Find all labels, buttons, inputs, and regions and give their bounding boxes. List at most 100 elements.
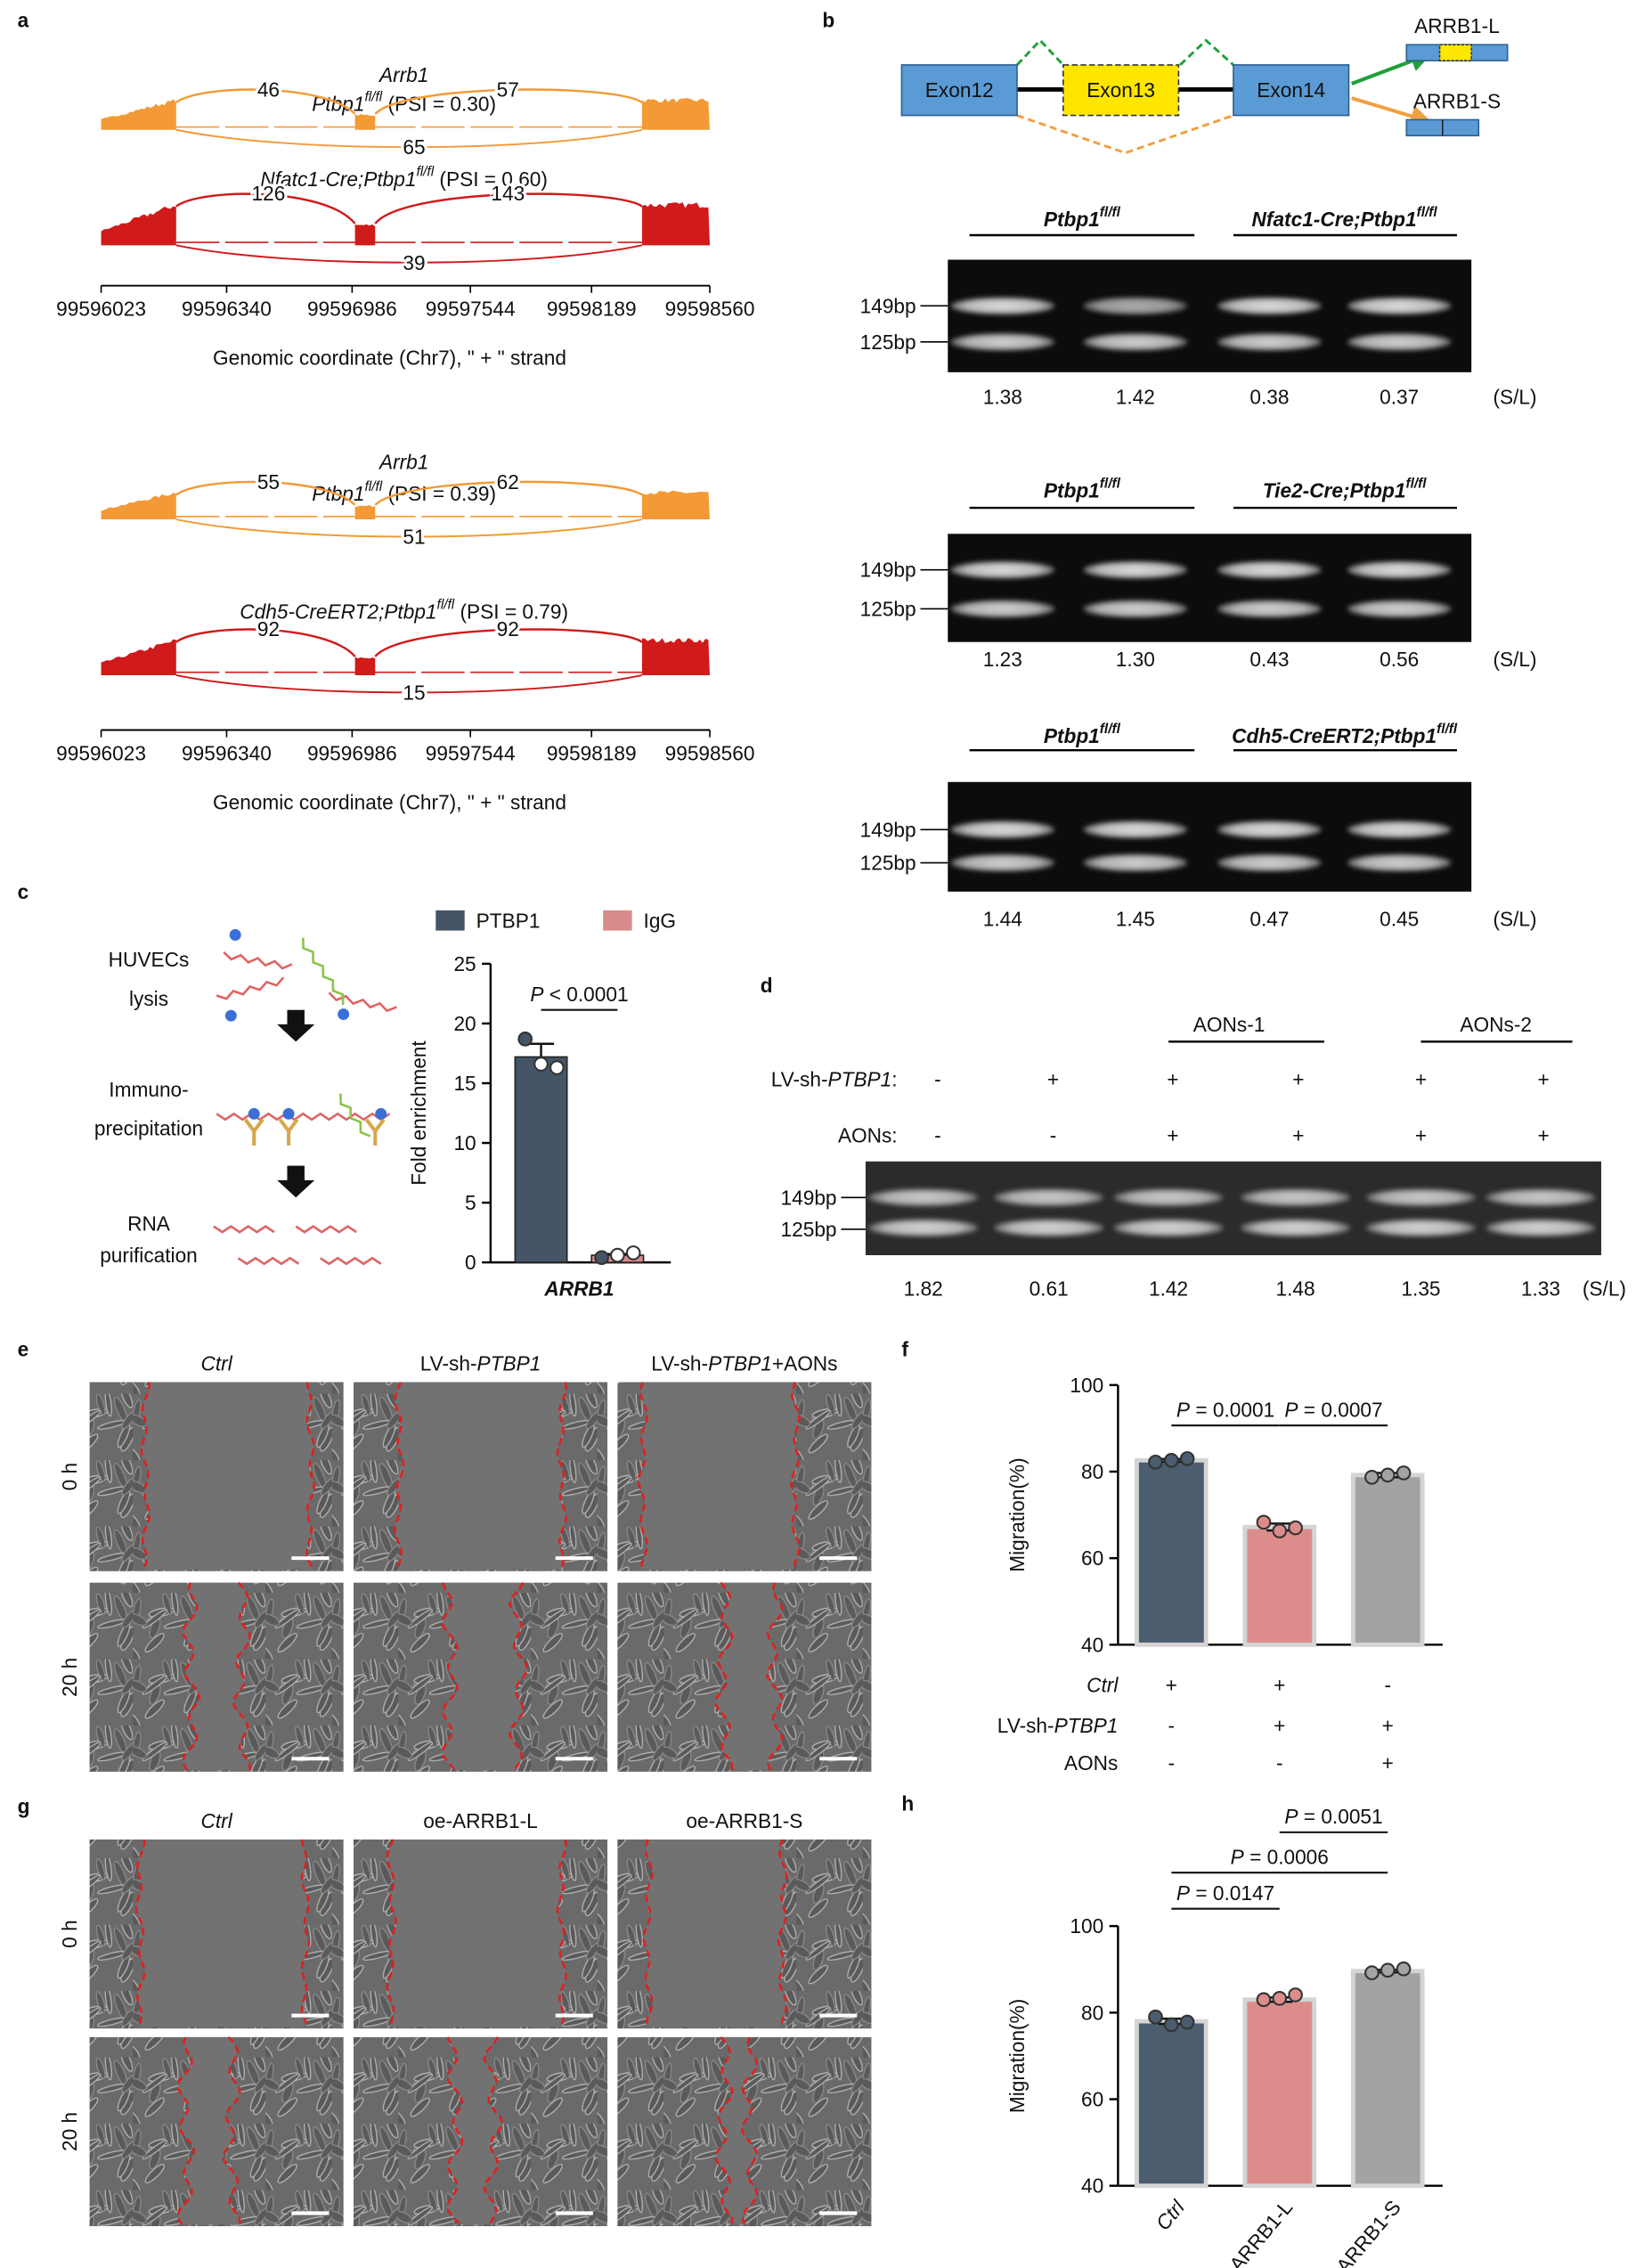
junction-count: 51 (403, 525, 425, 548)
bar (1350, 1473, 1425, 1647)
wound-area (395, 1382, 566, 1570)
isoform-label: ARRB1-S (1413, 89, 1501, 112)
exon (1233, 64, 1350, 117)
coordinate: 99597544 (426, 298, 516, 321)
junction (374, 192, 643, 224)
coverage (101, 99, 176, 130)
protein (229, 929, 241, 941)
genotype-part: fl/fl (365, 478, 383, 494)
bar (1242, 1997, 1317, 2189)
p-value-part: = 0.0147 (1190, 1881, 1274, 1905)
treatment-sign: + (1167, 1067, 1178, 1090)
junction (175, 674, 643, 694)
group-label-part: Nfatc1-Cre;Ptbp1 (1252, 208, 1417, 231)
wound-edge (714, 2035, 734, 2225)
treatment-label-part: : (891, 1067, 897, 1090)
ratio: 1.45 (1116, 908, 1155, 931)
column-label-part: LV-sh- (651, 1352, 708, 1375)
p-value: P < 0.0001 (530, 983, 628, 1006)
ratio: 1.42 (1149, 1277, 1188, 1300)
ratio-unit: (S/L) (1493, 648, 1536, 671)
gel-band (1083, 853, 1188, 872)
gel-band (950, 333, 1055, 351)
ratio: 1.82 (904, 1277, 943, 1300)
coordinate: 99598560 (665, 298, 755, 321)
data-point (533, 1056, 549, 1072)
size-marker: 149bp (781, 1186, 837, 1209)
legend-label: PTBP1 (476, 909, 541, 932)
junction-count: 143 (491, 182, 525, 205)
ratio: 1.44 (983, 908, 1022, 931)
rna (328, 991, 397, 1013)
bar (514, 1056, 568, 1263)
coverage (354, 224, 376, 246)
wound-edge (777, 1839, 788, 2027)
column-label: Ctrl (201, 1352, 233, 1375)
gel-band (1113, 1219, 1224, 1236)
condition-sign: + (1382, 1714, 1394, 1737)
data-point (1396, 1465, 1412, 1481)
rna (216, 1112, 391, 1122)
wound-edge (556, 1839, 568, 2027)
junction (175, 628, 356, 657)
gel-band (1347, 820, 1452, 838)
gel-band (994, 1188, 1104, 1206)
size-marker: 125bp (860, 597, 916, 620)
row-label: 0 h (58, 1463, 81, 1490)
x-tick-label-part: oe-ARRB1-S (1313, 2196, 1405, 2268)
column-label: oe-ARRB1-S (686, 1809, 802, 1832)
group-label-part: Ptbp1 (1044, 479, 1100, 502)
group-label: Ptbp1fl/fl (1044, 721, 1121, 747)
panel-letter: e (18, 1337, 29, 1360)
bar (1135, 2019, 1209, 2189)
protein (224, 1009, 237, 1022)
splice-skip (1016, 114, 1234, 155)
treatment-label-part: PTBP1 (827, 1067, 891, 1090)
condition-sign: - (1384, 1674, 1391, 1697)
gel (948, 534, 1472, 642)
coverage (101, 639, 176, 675)
wound-edge (232, 1581, 252, 1771)
exon (1062, 64, 1180, 117)
axis-label: Genomic coordinate (Chr7), " + " strand (213, 347, 566, 370)
y-tick-label: 80 (1081, 1460, 1103, 1483)
data-point (517, 1032, 533, 1047)
p-value-part: P (1176, 1398, 1190, 1421)
treatment-label-part: AONs: (838, 1124, 898, 1147)
gel-band (1347, 853, 1452, 872)
treatment-sign: + (1292, 1067, 1304, 1090)
wound-edge (789, 1382, 801, 1570)
gel-band (1347, 297, 1452, 315)
rna (213, 1225, 275, 1234)
legend-swatch (435, 910, 465, 931)
arrow (277, 1165, 315, 1198)
group-label-part: Cdh5-CreERT2;Ptbp1 (1232, 724, 1437, 747)
wound-area (638, 1382, 800, 1570)
ratio-unit: (S/L) (1493, 385, 1536, 408)
bar (1135, 1457, 1209, 1647)
column-label-part: Ctrl (201, 1352, 233, 1375)
gel-band (950, 853, 1055, 872)
coverage (101, 493, 176, 520)
step-label: lysis (129, 987, 168, 1010)
data-point (625, 1245, 641, 1260)
group-label-part: fl/fl (1405, 476, 1427, 491)
splice-inclusion (1179, 38, 1234, 66)
ratio: 0.45 (1380, 908, 1419, 931)
y-tick-label: 40 (1081, 2174, 1103, 2198)
ratio: 1.30 (1116, 648, 1155, 671)
treatment-sign: - (934, 1124, 941, 1147)
wound-area (136, 1839, 310, 2027)
gel (865, 1161, 1601, 1256)
exon (900, 64, 1018, 117)
wound-edge (394, 1382, 405, 1570)
column-label-part: LV-sh- (420, 1352, 477, 1375)
junction (175, 480, 356, 506)
row-label: 20 h (58, 2112, 81, 2151)
coordinate: 99596986 (307, 741, 397, 764)
junction-count: 92 (497, 617, 519, 640)
column-label-part: +AONs (772, 1352, 838, 1375)
treatment-sign: + (1292, 1124, 1304, 1147)
genotype-part: (PSI = 0.79) (454, 600, 568, 624)
arrow (277, 1009, 315, 1042)
